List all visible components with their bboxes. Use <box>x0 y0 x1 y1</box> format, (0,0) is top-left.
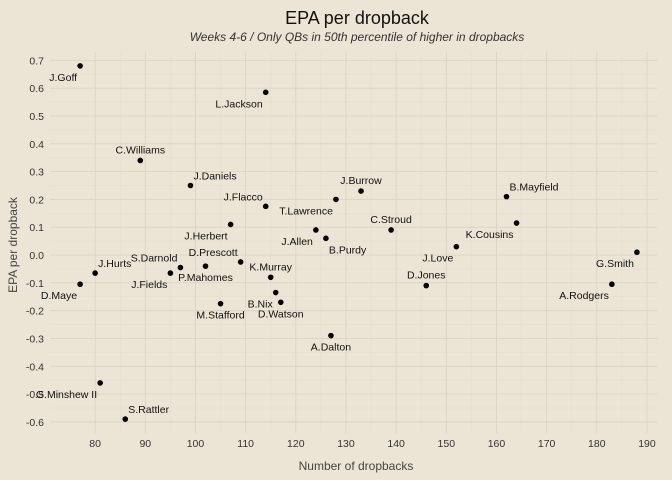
y-tick-label: 0.1 <box>29 222 44 234</box>
y-tick-label: 0.0 <box>29 250 44 262</box>
data-point <box>177 264 184 271</box>
y-tick-label: -0.4 <box>26 361 44 373</box>
data-point <box>262 203 269 210</box>
data-point <box>277 299 284 306</box>
point-label: D.Watson <box>258 308 304 320</box>
data-point <box>272 289 279 296</box>
point-label: J.Hurts <box>98 258 131 270</box>
y-tick-label: 0.6 <box>29 83 44 95</box>
data-point <box>388 227 394 233</box>
point-label: B.Purdy <box>329 244 367 256</box>
point-label: A.Dalton <box>311 342 351 354</box>
x-tick-label: 100 <box>187 438 205 450</box>
grid <box>50 52 657 433</box>
point-label: D.Jones <box>407 270 446 282</box>
point-label: J.Flacco <box>224 191 263 203</box>
point-label: G.Smith <box>596 258 634 270</box>
x-tick-label: 110 <box>237 438 254 450</box>
y-tick-label: -0.5 <box>26 389 44 401</box>
x-tick-label: 80 <box>89 438 101 450</box>
data-point <box>323 235 329 242</box>
x-tick-label: 190 <box>638 438 656 450</box>
x-tick-label: 180 <box>588 438 606 450</box>
x-tick-label: 90 <box>139 438 151 450</box>
point-label: J.Daniels <box>193 170 236 182</box>
data-points <box>77 63 640 422</box>
point-label: T.Lawrence <box>279 205 333 217</box>
point-label: K.Murray <box>249 261 292 273</box>
data-point <box>313 227 319 233</box>
x-axis-label: Number of dropbacks <box>299 459 414 473</box>
data-point <box>328 332 334 339</box>
x-tick-label: 120 <box>287 438 305 450</box>
point-label: C.Williams <box>116 144 166 156</box>
point-label: J.Allen <box>281 236 313 248</box>
data-point <box>503 193 510 200</box>
x-tick-label: 150 <box>438 438 456 450</box>
data-point <box>262 89 269 96</box>
data-point <box>453 243 460 250</box>
data-point <box>217 300 224 307</box>
x-tick-label: 140 <box>387 438 405 450</box>
y-tick-label: 0.4 <box>29 139 44 151</box>
point-label: S.Rattler <box>128 404 169 416</box>
data-point <box>137 157 144 164</box>
data-point <box>609 281 615 288</box>
point-label: L.Jackson <box>215 98 262 110</box>
data-point <box>77 63 83 69</box>
point-label: J.Burrow <box>340 175 382 187</box>
y-tick-label: -0.2 <box>26 306 44 318</box>
data-point <box>167 270 174 276</box>
y-tick-label: 0.5 <box>29 111 44 123</box>
data-point <box>77 281 83 288</box>
chart-title: EPA per dropback <box>285 8 430 28</box>
data-point <box>267 274 274 281</box>
data-point <box>97 380 103 386</box>
chart-subtitle: Weeks 4-6 / Only QBs in 50th percentile … <box>190 30 525 44</box>
data-point <box>92 270 98 276</box>
point-label: J.Love <box>422 253 453 265</box>
point-label: D.Maye <box>41 290 77 302</box>
data-point <box>202 263 209 269</box>
x-tick-label: 170 <box>538 438 556 450</box>
point-label: K.Cousins <box>466 229 514 241</box>
y-tick-label: 0.7 <box>29 55 44 67</box>
y-tick-label: 0.2 <box>29 194 44 206</box>
data-point <box>187 182 194 189</box>
data-point <box>122 416 129 422</box>
x-tick-label: 160 <box>488 438 506 450</box>
point-label: P.Mahomes <box>178 272 233 284</box>
point-label: C.Stroud <box>370 214 412 226</box>
point-label: S.Darnold <box>131 253 178 265</box>
point-label: J.Herbert <box>184 230 227 242</box>
data-point <box>333 196 339 203</box>
x-tick-label: 130 <box>337 438 355 450</box>
x-axis-ticks: 80 90 100 110 120 130 140 150 160 170 180 190 <box>89 438 656 450</box>
data-point <box>634 249 640 256</box>
data-point <box>227 221 234 228</box>
y-axis-label: EPA per dropback <box>6 196 20 293</box>
data-point <box>237 259 244 265</box>
point-labels: J.Goff L.Jackson C.Williams J.Daniels J.Flac… <box>36 72 634 416</box>
point-label: B.Mayfield <box>510 182 559 194</box>
y-tick-label: -0.6 <box>26 417 44 429</box>
point-label: J.Goff <box>49 72 77 84</box>
point-label: D.Prescott <box>189 247 238 259</box>
point-label: A.Rodgers <box>559 290 609 302</box>
y-tick-label: -0.3 <box>26 333 44 345</box>
point-label: M.Stafford <box>196 310 244 322</box>
data-point <box>513 220 520 226</box>
data-point <box>358 188 364 194</box>
point-label: G.Minshew II <box>36 389 97 401</box>
y-tick-label: 0.3 <box>29 167 44 179</box>
point-label: J.Fields <box>131 279 167 291</box>
point-label: B.Nix <box>248 299 274 311</box>
y-tick-label: -0.1 <box>26 278 44 290</box>
y-axis-ticks: -0.6 -0.5 -0.4 -0.3 -0.2 -0.1 0.0 0.1 0.2 0.3 0.4 0… <box>26 55 44 429</box>
data-point <box>423 282 430 289</box>
